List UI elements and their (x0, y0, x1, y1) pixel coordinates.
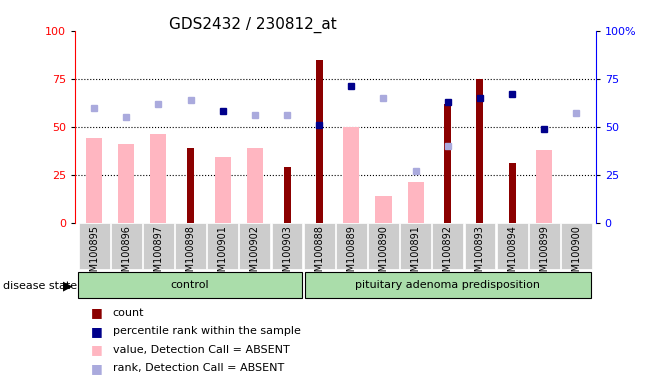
Text: GSM100893: GSM100893 (475, 225, 485, 284)
FancyBboxPatch shape (271, 223, 303, 269)
Text: ■: ■ (91, 325, 103, 338)
Text: ▶: ▶ (63, 280, 73, 293)
FancyBboxPatch shape (497, 223, 527, 269)
FancyBboxPatch shape (111, 223, 142, 269)
Bar (444, 104, 451, 223)
FancyBboxPatch shape (175, 223, 206, 269)
Text: ■: ■ (91, 362, 103, 375)
FancyBboxPatch shape (304, 223, 335, 269)
Text: GSM100902: GSM100902 (250, 225, 260, 284)
Bar (86, 138, 102, 223)
Bar (247, 148, 263, 223)
Bar (477, 79, 484, 223)
FancyBboxPatch shape (79, 223, 109, 269)
Text: rank, Detection Call = ABSENT: rank, Detection Call = ABSENT (113, 363, 284, 373)
Text: GSM100891: GSM100891 (411, 225, 421, 284)
Bar (150, 134, 167, 223)
Text: value, Detection Call = ABSENT: value, Detection Call = ABSENT (113, 345, 290, 355)
Text: GSM100897: GSM100897 (154, 225, 163, 284)
Text: count: count (113, 308, 144, 318)
Text: ■: ■ (91, 343, 103, 356)
Bar (283, 167, 290, 223)
Text: GDS2432 / 230812_at: GDS2432 / 230812_at (169, 17, 337, 33)
FancyBboxPatch shape (368, 223, 399, 269)
Bar (376, 196, 391, 223)
FancyBboxPatch shape (207, 223, 238, 269)
Text: GSM100895: GSM100895 (89, 225, 99, 284)
FancyBboxPatch shape (240, 223, 270, 269)
Text: GSM100896: GSM100896 (121, 225, 132, 284)
FancyBboxPatch shape (400, 223, 431, 269)
Text: pituitary adenoma predisposition: pituitary adenoma predisposition (355, 280, 540, 290)
Bar (408, 182, 424, 223)
Text: GSM100900: GSM100900 (572, 225, 581, 284)
FancyBboxPatch shape (143, 223, 174, 269)
Text: GSM100892: GSM100892 (443, 225, 453, 284)
FancyBboxPatch shape (432, 223, 464, 269)
Bar (187, 148, 194, 223)
Bar (536, 150, 552, 223)
Text: GSM100889: GSM100889 (346, 225, 356, 284)
Bar (118, 144, 134, 223)
FancyBboxPatch shape (305, 272, 591, 298)
Text: GSM100901: GSM100901 (217, 225, 228, 284)
FancyBboxPatch shape (78, 272, 301, 298)
Text: GSM100898: GSM100898 (186, 225, 195, 284)
Text: ■: ■ (91, 306, 103, 319)
FancyBboxPatch shape (561, 223, 592, 269)
FancyBboxPatch shape (336, 223, 367, 269)
Bar (316, 60, 323, 223)
Text: control: control (171, 280, 209, 290)
Bar (215, 157, 231, 223)
Text: GSM100899: GSM100899 (539, 225, 549, 284)
FancyBboxPatch shape (465, 223, 495, 269)
Text: GSM100888: GSM100888 (314, 225, 324, 284)
Bar (343, 127, 359, 223)
Text: percentile rank within the sample: percentile rank within the sample (113, 326, 301, 336)
Bar (508, 163, 516, 223)
FancyBboxPatch shape (529, 223, 560, 269)
Text: disease state: disease state (3, 281, 77, 291)
Text: GSM100903: GSM100903 (282, 225, 292, 284)
Text: GSM100894: GSM100894 (507, 225, 517, 284)
Text: GSM100890: GSM100890 (378, 225, 389, 284)
